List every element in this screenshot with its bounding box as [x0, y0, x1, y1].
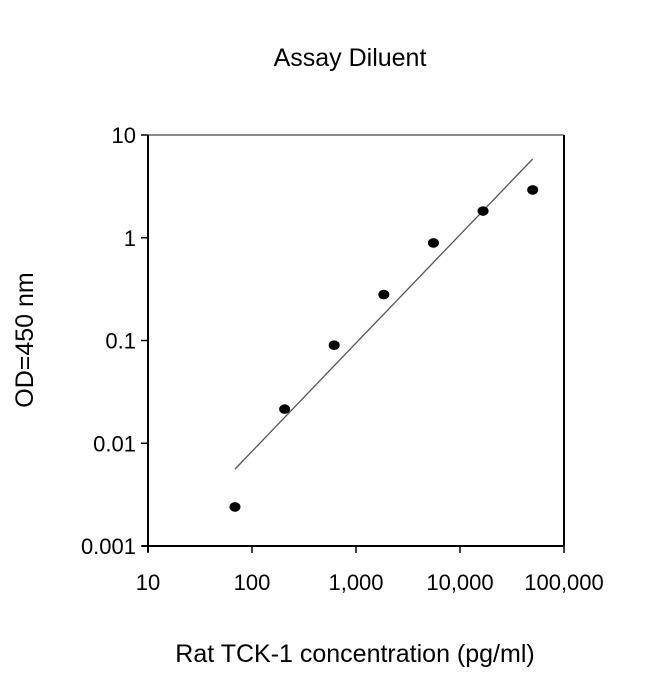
- data-point: [328, 340, 340, 351]
- y-tick-label: 1: [124, 226, 136, 251]
- x-tick-label: 1,000: [328, 570, 383, 595]
- plot-frame: [142, 134, 565, 552]
- y-axis-label: OD=450 nm: [11, 272, 39, 408]
- x-tick-label: 10: [136, 570, 160, 595]
- chart-title: Assay Diluent: [274, 44, 427, 72]
- y-axis-ticks: 10 1 0.1 0.01 0.001: [81, 123, 148, 559]
- data-point: [427, 238, 439, 248]
- data-points: [229, 185, 539, 512]
- y-tick-label: 0.1: [105, 329, 136, 354]
- x-axis-ticks: 10 100 1,000 10,000 100,000: [136, 546, 604, 595]
- y-tick-label: 0.01: [93, 431, 136, 456]
- data-point: [477, 206, 489, 216]
- y-tick-label: 10: [112, 123, 136, 148]
- y-tick-label: 0.001: [81, 534, 136, 559]
- data-point: [378, 289, 390, 300]
- x-tick-label: 100: [234, 570, 271, 595]
- fit-line: [234, 158, 534, 470]
- data-point: [527, 185, 539, 195]
- regression-line: [234, 158, 534, 470]
- data-point: [229, 502, 241, 512]
- x-tick-label: 10,000: [426, 570, 493, 595]
- x-axis-label: Rat TCK-1 concentration (pg/ml): [175, 640, 534, 668]
- x-tick-label: 100,000: [524, 570, 604, 595]
- data-point: [279, 404, 291, 414]
